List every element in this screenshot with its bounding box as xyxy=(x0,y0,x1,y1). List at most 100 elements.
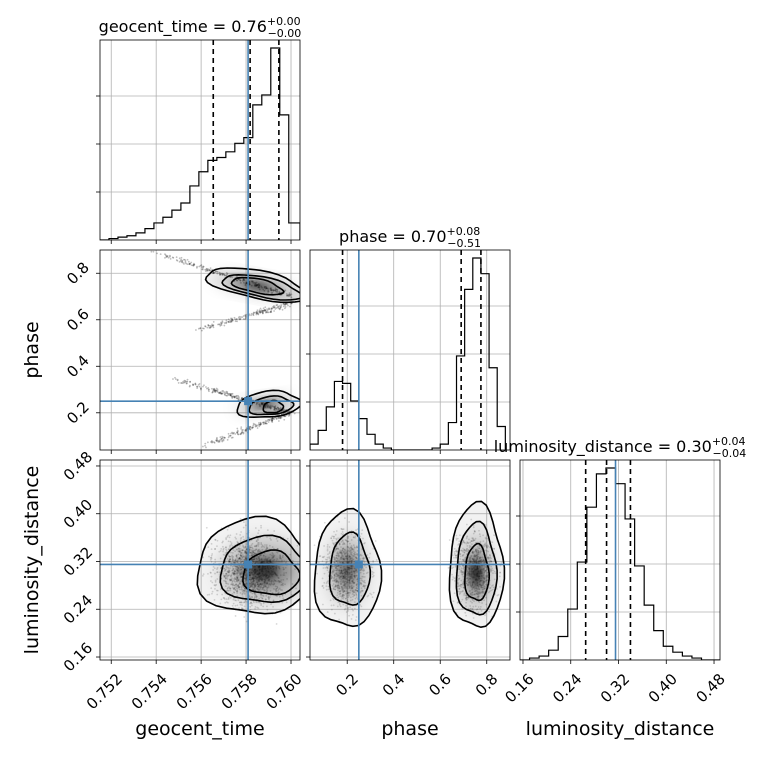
data-layer xyxy=(100,40,720,660)
scatter-point xyxy=(219,436,222,439)
scatter-point xyxy=(275,417,278,420)
scatter-point xyxy=(234,320,237,323)
scatter-point xyxy=(230,394,232,397)
scatter-point xyxy=(271,418,274,421)
scatter-point xyxy=(259,423,262,426)
scatter-point xyxy=(189,381,191,383)
histogram-bin-luminosity_distance xyxy=(663,646,673,660)
scatter-point xyxy=(372,559,375,562)
scatter-point xyxy=(318,555,321,558)
scatter-point xyxy=(272,306,275,309)
scatter-point xyxy=(284,304,286,306)
scatter-point xyxy=(353,607,356,610)
scatter-point xyxy=(236,397,238,400)
scatter-point xyxy=(190,264,193,267)
scatter-point xyxy=(239,601,241,604)
scatter-point xyxy=(260,423,263,425)
scatter-point xyxy=(228,321,230,323)
scatter-point xyxy=(218,392,220,394)
scatter-point xyxy=(176,379,179,382)
scatter-point xyxy=(249,608,252,611)
scatter-point xyxy=(235,397,238,399)
histogram-bin-geocent_time xyxy=(253,105,262,240)
density-blob xyxy=(244,281,271,291)
scatter-point xyxy=(207,324,210,327)
scatter-point xyxy=(343,517,346,520)
scatter-point xyxy=(210,542,213,545)
scatter-point xyxy=(338,618,341,621)
scatter-point xyxy=(319,555,322,557)
scatter-point xyxy=(364,541,366,544)
scatter-point xyxy=(231,318,234,321)
scatter-point xyxy=(266,529,269,532)
scatter-point xyxy=(259,422,262,425)
x-tick-label-luminosity_distance: 0.40 xyxy=(645,670,681,706)
scatter-point xyxy=(255,425,258,428)
scatter-point xyxy=(221,439,223,442)
scatter-point xyxy=(244,318,247,321)
scatter-point xyxy=(182,261,184,264)
inner-contour xyxy=(242,549,300,596)
scatter-point xyxy=(257,423,260,426)
scatter-point xyxy=(279,307,281,310)
scatter-point xyxy=(283,415,286,418)
scatter-point xyxy=(372,591,375,594)
scatter-point xyxy=(195,329,197,331)
scatter-point xyxy=(205,386,207,388)
scatter-point xyxy=(206,594,209,596)
scatter-point xyxy=(188,262,191,265)
scatter-point xyxy=(287,415,290,417)
scatter-point xyxy=(174,376,176,379)
histogram-bin-luminosity_distance xyxy=(673,652,683,660)
scatter-point xyxy=(372,547,375,550)
scatter-point xyxy=(229,597,232,599)
scatter-point xyxy=(277,307,280,310)
scatter-point xyxy=(248,313,251,316)
scatter-point xyxy=(270,418,273,421)
scatter-point xyxy=(317,561,320,564)
scatter-point xyxy=(260,526,262,529)
scatter-point xyxy=(241,431,243,433)
panel-title-luminosity_distance: luminosity_distance = 0.30+0.04 −0.04 xyxy=(494,435,747,460)
scatter-point xyxy=(243,521,245,524)
scatter-point xyxy=(202,267,204,269)
scatter-point xyxy=(213,584,216,586)
scatter-point xyxy=(367,594,370,597)
scatter-point xyxy=(235,395,238,397)
scatter-point xyxy=(175,259,178,261)
scatter-point xyxy=(216,439,219,441)
scatter-point xyxy=(271,419,273,422)
scatter-point xyxy=(231,392,234,395)
scatter-point xyxy=(235,537,238,540)
scatter-point xyxy=(207,546,210,549)
scatter-point xyxy=(197,327,200,330)
scatter-point xyxy=(212,272,215,274)
scatter-point xyxy=(280,416,283,419)
scatter-point xyxy=(201,574,204,577)
scatter-point xyxy=(231,436,234,439)
scatter-point xyxy=(277,416,280,419)
scatter-point xyxy=(321,577,324,580)
scatter-point xyxy=(237,316,240,319)
scatter-point xyxy=(242,431,245,434)
scatter-point xyxy=(166,255,169,258)
scatter-point xyxy=(184,261,187,264)
x-tick-label-phase: 0.2 xyxy=(332,670,362,700)
scatter-point xyxy=(213,271,215,274)
scatter-point xyxy=(194,382,197,385)
histogram-bin-geocent_time xyxy=(181,203,190,240)
scatter-point xyxy=(256,312,259,314)
scatter-point xyxy=(190,261,193,264)
scatter-point xyxy=(236,430,239,433)
scatter-point xyxy=(259,307,262,310)
scatter-point xyxy=(323,521,326,524)
x-tick-label-geocent_time: 0.752 xyxy=(83,670,126,713)
scatter-point xyxy=(244,524,247,527)
scatter-point xyxy=(210,572,212,574)
scatter-point xyxy=(238,396,240,399)
scatter-point xyxy=(216,539,219,542)
scatter-point xyxy=(220,598,223,601)
scatter-point xyxy=(203,327,205,330)
scatter-point xyxy=(221,320,224,323)
scatter-point xyxy=(201,268,204,271)
